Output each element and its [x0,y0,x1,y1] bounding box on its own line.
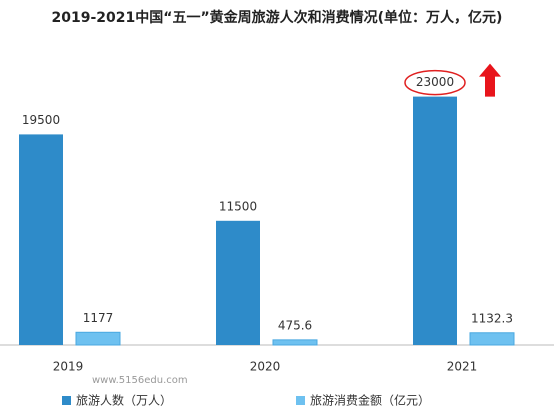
x-tick-label: 2019 [53,360,84,374]
chart-title: 2019-2021中国“五一”黄金周旅游人次和消费情况(单位：万人，亿元) [52,9,503,26]
legend-swatch [62,396,71,405]
bar [272,339,318,346]
up-arrow [479,63,501,97]
legend-label: 旅游消费金额（亿元） [310,393,430,408]
value-label: 11500 [219,199,257,213]
value-label: 475.6 [278,318,312,332]
value-label: 23000 [416,75,454,89]
x-tick-label: 2021 [447,360,478,374]
bar [75,331,121,346]
bar [469,332,515,346]
value-label: 1132.3 [471,311,513,325]
bar [216,220,260,345]
value-label: 19500 [22,113,60,127]
bar [413,96,457,345]
legend-label: 旅游人数（万人） [76,393,172,408]
value-label: 1177 [83,311,114,325]
legend-swatch [296,396,305,405]
bar [19,134,63,345]
x-tick-label: 2020 [250,360,281,374]
highlight-circle [404,69,466,96]
watermark: www.5156edu.com [92,375,188,386]
